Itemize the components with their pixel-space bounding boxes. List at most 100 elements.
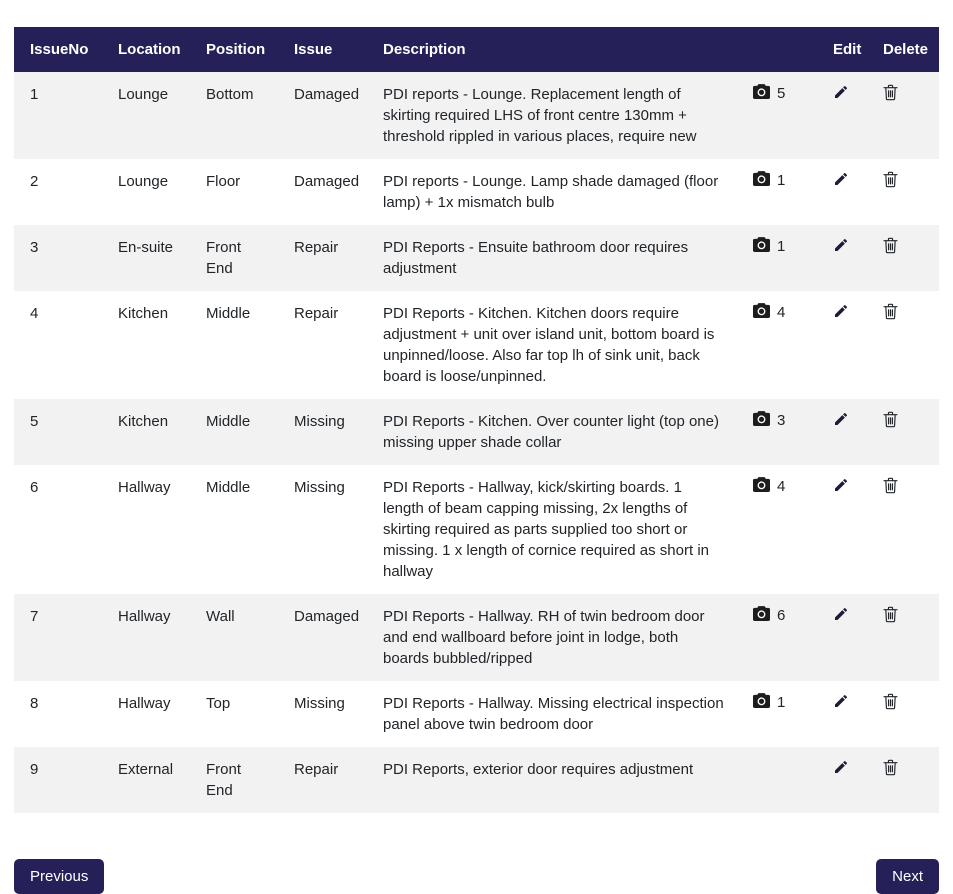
issue-cell: Damaged	[294, 173, 360, 190]
trash-icon	[883, 693, 898, 712]
camera-icon	[753, 477, 770, 495]
trash-icon	[883, 303, 898, 322]
photo-count-badge[interactable]: 1	[753, 693, 785, 711]
photo-count-badge[interactable]: 6	[753, 606, 785, 624]
photo-count-cell: 1	[737, 681, 817, 747]
issue-cell: Damaged	[294, 608, 360, 625]
photo-count-cell	[737, 747, 817, 813]
delete-button[interactable]	[883, 171, 898, 190]
delete-cell	[867, 159, 939, 225]
camera-icon	[753, 171, 770, 189]
photo-count-label: 1	[777, 237, 786, 255]
delete-cell	[867, 291, 939, 399]
issue-no-cell: 5	[30, 413, 39, 430]
photo-count-cell: 6	[737, 594, 817, 681]
location-cell: Kitchen	[118, 413, 169, 430]
photo-count-label: 3	[777, 411, 786, 429]
photo-count-badge[interactable]: 1	[753, 171, 785, 189]
pencil-icon	[833, 303, 849, 321]
column-header-position: Position	[190, 27, 278, 72]
edit-cell	[817, 465, 867, 594]
position-cell: Wall	[206, 608, 235, 625]
issue-cell: Missing	[294, 695, 345, 712]
header-row: IssueNo Location Position Issue Descript…	[14, 27, 939, 72]
table-row: 2 Lounge Floor Damaged PDI reports - Lou…	[14, 159, 939, 225]
description-cell: PDI Reports, exterior door requires adju…	[383, 761, 694, 778]
edit-button[interactable]	[833, 237, 849, 255]
edit-cell	[817, 159, 867, 225]
edit-cell	[817, 747, 867, 813]
position-cell: Top	[206, 695, 231, 712]
edit-cell	[817, 291, 867, 399]
edit-button[interactable]	[833, 303, 849, 321]
table-row: 5 Kitchen Middle Missing PDI Reports - K…	[14, 399, 939, 465]
column-header-photos	[737, 27, 817, 72]
edit-button[interactable]	[833, 84, 849, 102]
issues-table-header: IssueNo Location Position Issue Descript…	[14, 27, 939, 72]
edit-button[interactable]	[833, 477, 849, 495]
delete-cell	[867, 399, 939, 465]
trash-icon	[883, 84, 898, 103]
photo-count-cell: 5	[737, 72, 817, 159]
photo-count-label: 1	[777, 693, 786, 711]
edit-button[interactable]	[833, 411, 849, 429]
edit-cell	[817, 72, 867, 159]
edit-button[interactable]	[833, 171, 849, 189]
description-cell: PDI Reports - Ensuite bathroom door requ…	[383, 239, 689, 277]
location-cell: Hallway	[118, 695, 171, 712]
edit-button[interactable]	[833, 759, 849, 777]
issue-cell: Repair	[294, 239, 339, 256]
pencil-icon	[833, 759, 849, 777]
photo-count-label: 4	[777, 303, 786, 321]
photo-count-badge[interactable]: 1	[753, 237, 785, 255]
location-cell: En-suite	[118, 239, 174, 256]
table-row: 4 Kitchen Middle Repair PDI Reports - Ki…	[14, 291, 939, 399]
trash-icon	[883, 477, 898, 496]
delete-button[interactable]	[883, 84, 898, 103]
issues-table: IssueNo Location Position Issue Descript…	[14, 27, 939, 813]
location-cell: Kitchen	[118, 305, 169, 322]
description-cell: PDI Reports - Hallway. RH of twin bedroo…	[383, 608, 705, 667]
position-cell: Middle	[206, 305, 251, 322]
delete-button[interactable]	[883, 411, 898, 430]
photo-count-badge[interactable]: 4	[753, 477, 785, 495]
photo-count-badge[interactable]: 3	[753, 411, 785, 429]
photo-count-cell: 3	[737, 399, 817, 465]
camera-icon	[753, 303, 770, 321]
trash-icon	[883, 606, 898, 625]
issue-no-cell: 1	[30, 86, 39, 103]
column-header-issue: Issue	[278, 27, 367, 72]
location-cell: Hallway	[118, 479, 171, 496]
column-header-delete: Delete	[867, 27, 939, 72]
description-cell: PDI Reports - Kitchen. Over counter ligh…	[383, 413, 719, 451]
delete-button[interactable]	[883, 693, 898, 712]
issues-table-body: 1 Lounge Bottom Damaged PDI reports - Lo…	[14, 72, 939, 813]
delete-button[interactable]	[883, 477, 898, 496]
issue-no-cell: 4	[30, 305, 39, 322]
delete-cell	[867, 594, 939, 681]
photo-count-badge[interactable]: 5	[753, 84, 785, 102]
delete-button[interactable]	[883, 606, 898, 625]
table-row: 8 Hallway Top Missing PDI Reports - Hall…	[14, 681, 939, 747]
delete-button[interactable]	[883, 759, 898, 778]
delete-button[interactable]	[883, 303, 898, 322]
photo-count-cell: 4	[737, 465, 817, 594]
issue-no-cell: 6	[30, 479, 39, 496]
photo-count-label: 1	[777, 171, 786, 189]
trash-icon	[883, 759, 898, 778]
pencil-icon	[833, 693, 849, 711]
delete-cell	[867, 225, 939, 291]
edit-button[interactable]	[833, 606, 849, 624]
description-cell: PDI Reports - Hallway, kick/skirting boa…	[383, 479, 709, 580]
delete-button[interactable]	[883, 237, 898, 256]
trash-icon	[883, 411, 898, 430]
pencil-icon	[833, 237, 849, 255]
edit-button[interactable]	[833, 693, 849, 711]
issue-no-cell: 9	[30, 761, 39, 778]
photo-count-badge[interactable]: 4	[753, 303, 785, 321]
issue-no-cell: 8	[30, 695, 39, 712]
issue-cell: Missing	[294, 479, 345, 496]
edit-cell	[817, 594, 867, 681]
description-cell: PDI Reports - Hallway. Missing electrica…	[383, 695, 724, 733]
location-cell: Lounge	[118, 173, 169, 190]
